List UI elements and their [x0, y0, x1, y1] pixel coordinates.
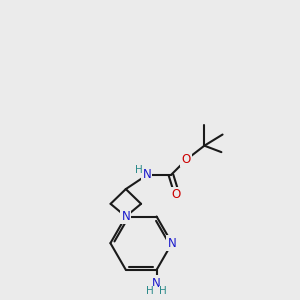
Text: H: H	[146, 286, 154, 296]
Text: O: O	[172, 188, 181, 201]
Text: N: N	[142, 169, 151, 182]
Text: N: N	[168, 237, 176, 250]
Text: H: H	[135, 165, 142, 175]
Text: N: N	[152, 277, 161, 290]
Text: H: H	[159, 286, 167, 296]
Text: N: N	[122, 210, 130, 223]
Text: O: O	[182, 153, 191, 166]
